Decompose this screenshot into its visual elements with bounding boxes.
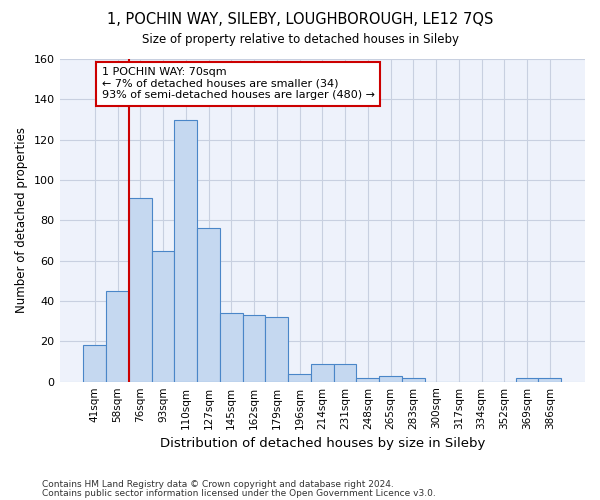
Bar bbox=[515, 378, 538, 382]
Bar bbox=[83, 346, 106, 382]
Bar bbox=[197, 228, 220, 382]
Bar bbox=[356, 378, 379, 382]
Text: Contains HM Land Registry data © Crown copyright and database right 2024.: Contains HM Land Registry data © Crown c… bbox=[42, 480, 394, 489]
Bar bbox=[402, 378, 425, 382]
Bar bbox=[311, 364, 334, 382]
Text: 1, POCHIN WAY, SILEBY, LOUGHBOROUGH, LE12 7QS: 1, POCHIN WAY, SILEBY, LOUGHBOROUGH, LE1… bbox=[107, 12, 493, 28]
X-axis label: Distribution of detached houses by size in Sileby: Distribution of detached houses by size … bbox=[160, 437, 485, 450]
Bar bbox=[334, 364, 356, 382]
Text: 1 POCHIN WAY: 70sqm
← 7% of detached houses are smaller (34)
93% of semi-detache: 1 POCHIN WAY: 70sqm ← 7% of detached hou… bbox=[101, 67, 374, 100]
Bar bbox=[152, 250, 175, 382]
Bar bbox=[242, 315, 265, 382]
Text: Contains public sector information licensed under the Open Government Licence v3: Contains public sector information licen… bbox=[42, 488, 436, 498]
Bar bbox=[288, 374, 311, 382]
Bar bbox=[538, 378, 561, 382]
Text: Size of property relative to detached houses in Sileby: Size of property relative to detached ho… bbox=[142, 32, 458, 46]
Bar bbox=[129, 198, 152, 382]
Y-axis label: Number of detached properties: Number of detached properties bbox=[15, 128, 28, 314]
Bar bbox=[106, 291, 129, 382]
Bar bbox=[265, 317, 288, 382]
Bar bbox=[175, 120, 197, 382]
Bar bbox=[220, 313, 242, 382]
Bar bbox=[379, 376, 402, 382]
